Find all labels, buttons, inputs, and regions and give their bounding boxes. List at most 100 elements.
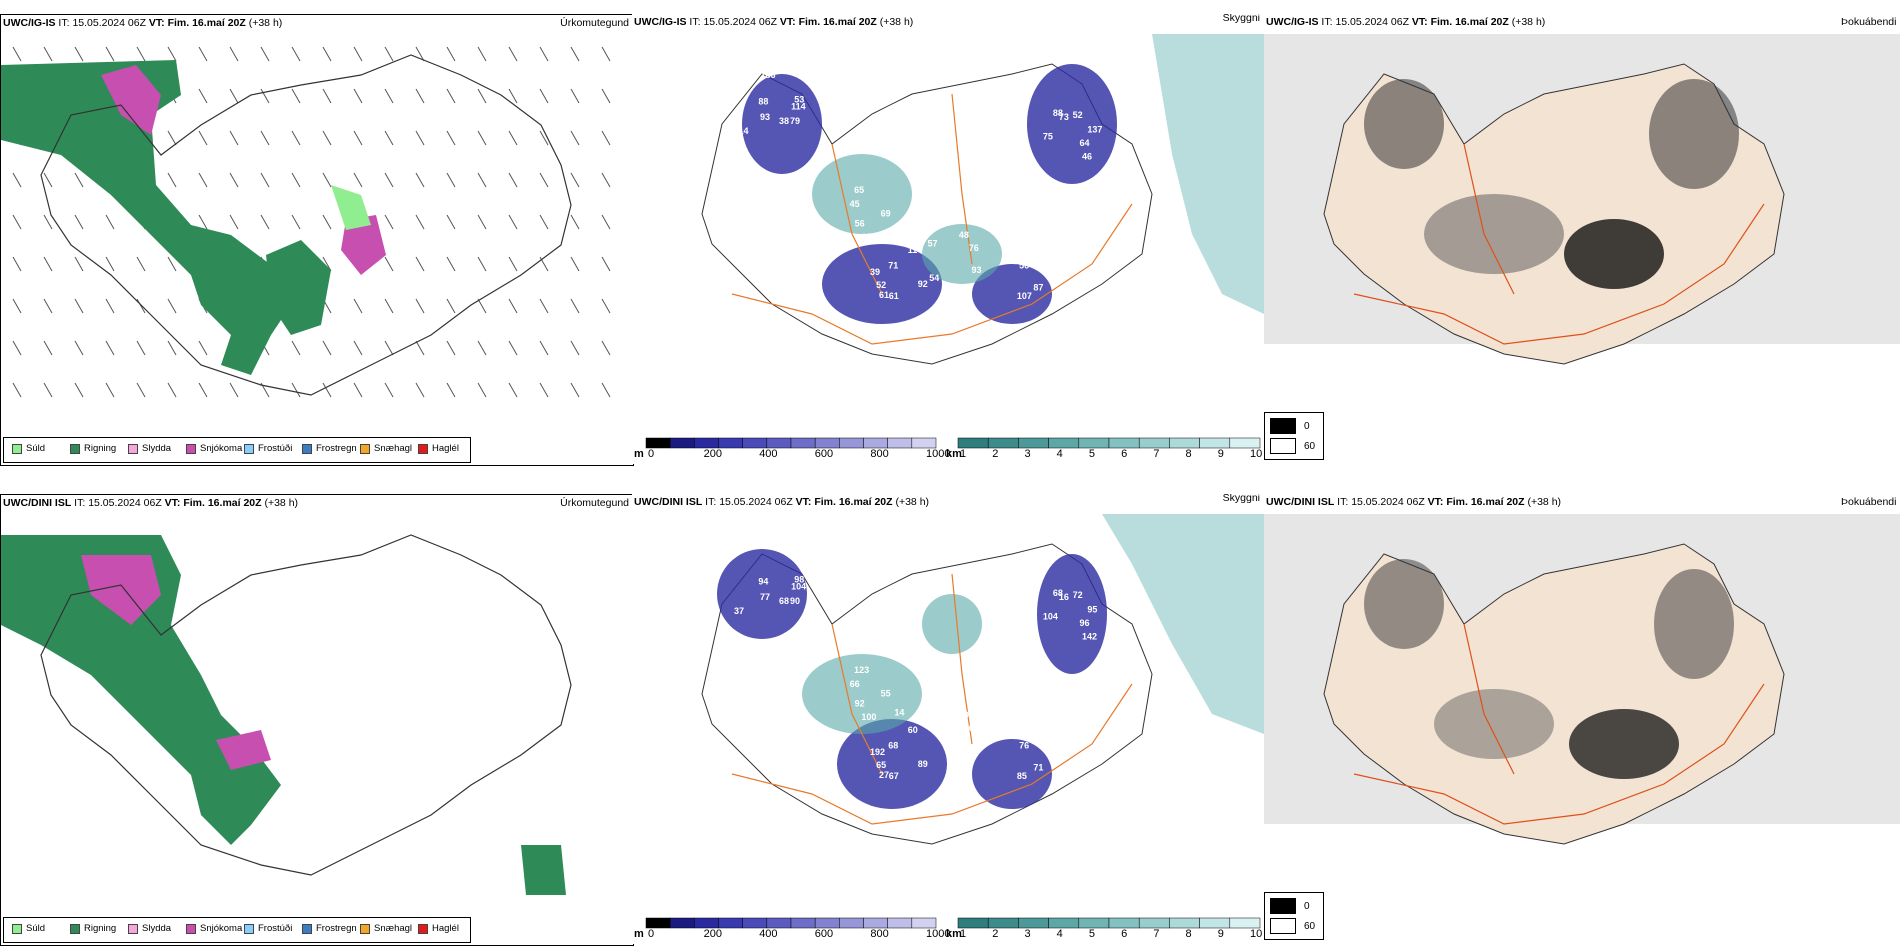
wind-barb xyxy=(167,382,177,398)
roads xyxy=(731,93,1133,345)
cloud-base-label: 65 xyxy=(854,185,864,195)
legend-label: Súld xyxy=(26,923,46,934)
legend-swatch xyxy=(186,443,196,454)
cloud-base-label: 68 xyxy=(1053,588,1063,598)
cloud-base-label: 64 xyxy=(1080,138,1090,148)
wind-barb xyxy=(477,256,487,272)
wind-barb xyxy=(291,214,301,230)
wind-barb xyxy=(446,88,456,104)
panel-parameter: Úrkomutegund xyxy=(560,17,629,29)
legend-item: Súld xyxy=(12,923,45,934)
cloud-base-label: 123 xyxy=(854,665,869,675)
wind-barb xyxy=(198,382,208,398)
cloud-base-label: 79 xyxy=(790,116,800,126)
wind-barb xyxy=(105,214,115,230)
wind-barb xyxy=(384,88,394,104)
legend-swatch xyxy=(360,923,370,934)
cloud-base-label: 92 xyxy=(855,698,865,708)
precip-map xyxy=(1,534,572,895)
wind-barb xyxy=(353,46,363,62)
legend-swatch xyxy=(128,443,138,454)
cloud-base-label: 37 xyxy=(734,606,744,616)
wind-barb xyxy=(198,130,208,146)
colorbar-segment xyxy=(839,917,864,929)
colorbar-segment xyxy=(669,437,695,449)
wind-barb xyxy=(570,130,580,146)
cloud-base-label: 85 xyxy=(1017,771,1027,781)
wind-barb xyxy=(415,298,425,314)
wind-barb xyxy=(601,46,611,62)
wind-barb xyxy=(539,340,549,356)
wind-barb xyxy=(105,340,115,356)
wind-barb xyxy=(477,130,487,146)
cloud-base-label: 90 xyxy=(790,596,800,606)
wind-barb xyxy=(508,172,518,188)
cloud-base-label: 104 xyxy=(1043,611,1058,621)
wind-barb xyxy=(384,382,394,398)
colorbar-unit: m xyxy=(634,448,644,460)
colorbar-tick: 600 xyxy=(814,928,834,940)
colorbar-segment xyxy=(957,917,989,929)
wind-barb xyxy=(322,340,332,356)
cloud-base-label: 52 xyxy=(1073,110,1083,120)
wind-barb xyxy=(601,172,611,188)
legend-label: Súld xyxy=(26,443,46,454)
colorbar-tick: 1000 xyxy=(926,448,951,460)
cloud-base-label: 14 xyxy=(894,707,904,717)
wind-barb xyxy=(322,130,332,146)
colorbar-segment xyxy=(742,917,768,929)
wind-barb xyxy=(570,172,580,188)
wind-barb xyxy=(477,88,487,104)
visibility-map: 9065728512367776896921046768716610568192… xyxy=(701,514,1264,845)
panel-parameter: Skyggni xyxy=(1222,14,1260,24)
wind-barb xyxy=(229,130,239,146)
cloud-base-label: 68 xyxy=(888,741,898,751)
colorbar-segment xyxy=(645,437,671,449)
wind-barb xyxy=(353,130,363,146)
wind-barb xyxy=(229,214,239,230)
cloud-base-label: 76 xyxy=(969,243,979,253)
wind-barb xyxy=(446,172,456,188)
cloud-base-label: 57 xyxy=(927,239,937,249)
wind-barb xyxy=(74,172,84,188)
visibility-map: 79 52 52 107 65 76 93 71 64 56 114 61 88 87 45 48 38 39 13… xyxy=(701,34,1264,365)
legend-item: Haglél xyxy=(418,923,459,934)
legend-label: Snæhagl xyxy=(374,923,413,934)
wind-barb xyxy=(12,298,22,314)
legend-label: Rigning xyxy=(84,923,117,934)
colorbar-segment xyxy=(645,917,671,929)
wind-barb xyxy=(167,172,177,188)
coastline xyxy=(40,534,572,876)
wind-barb xyxy=(43,46,53,62)
panel-parameter: Úrkomutegund xyxy=(560,497,629,509)
wind-barb xyxy=(570,256,580,272)
cloud-base-label: 61 xyxy=(889,291,899,301)
wind-barb xyxy=(384,214,394,230)
wind-barb xyxy=(167,298,177,314)
wind-barb xyxy=(12,214,22,230)
colorbar-tick: 9 xyxy=(1217,928,1224,940)
legend-item: Snjókoma xyxy=(186,923,242,934)
fog-map xyxy=(1264,514,1900,845)
cloud-base-label: 94 xyxy=(758,576,768,586)
precip-type-legend: Súld Rigning Slydda Snjókoma Frostúði Frostre… xyxy=(3,917,471,943)
wind-barb xyxy=(446,214,456,230)
colorbar-tick: 7 xyxy=(1153,928,1160,940)
wind-barb xyxy=(415,214,425,230)
snow-area xyxy=(341,215,386,275)
cloud-base-label: 186 xyxy=(761,70,776,80)
wind-barb xyxy=(291,382,301,398)
cloud-base-label: 53 xyxy=(794,95,804,105)
wind-barb xyxy=(260,172,270,188)
panel-parameter: Skyggni xyxy=(1222,494,1260,504)
legend-item: Frostregn xyxy=(302,923,357,934)
colorbar-unit: km xyxy=(946,928,962,940)
cloud-base-label: 52 xyxy=(876,280,886,290)
colorbar-segment xyxy=(790,917,816,929)
rain-area xyxy=(1,60,291,375)
cloud-base-label: 114 xyxy=(791,101,806,111)
cloud-base-colorbar: m 0 200 400 600 800 1000 xyxy=(634,436,950,464)
cloud-base-label: 16 xyxy=(1059,592,1069,602)
wind-barb xyxy=(291,340,301,356)
legend-item: Frostregn xyxy=(302,443,357,454)
